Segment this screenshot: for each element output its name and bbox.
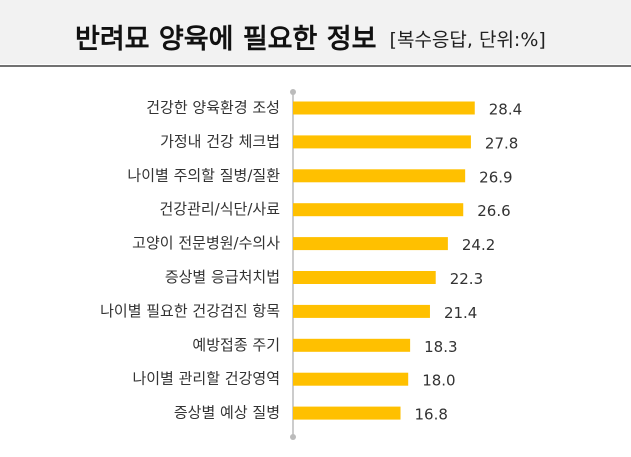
category-label: 예방접종 주기 bbox=[192, 336, 280, 354]
header-band bbox=[0, 0, 631, 64]
value-label: 21.4 bbox=[444, 304, 477, 322]
value-label: 24.2 bbox=[462, 236, 495, 254]
category-label: 건강한 양육환경 조성 bbox=[146, 99, 280, 117]
category-label: 나이별 주의할 질병/질환 bbox=[127, 166, 280, 184]
bar bbox=[293, 372, 409, 386]
category-label: 가정내 건강 체크법 bbox=[160, 132, 280, 150]
bar bbox=[293, 101, 475, 115]
axis-end bbox=[290, 434, 296, 440]
category-label: 나이별 필요한 건강검진 항목 bbox=[100, 302, 280, 320]
axis-end bbox=[290, 89, 296, 95]
chart-heading: 반려묘 양육에 필요한 정보 [복수응답, 단위:%] bbox=[75, 24, 546, 55]
value-label: 22.3 bbox=[450, 270, 483, 288]
value-label: 26.9 bbox=[479, 168, 512, 186]
bar bbox=[293, 203, 464, 217]
category-label: 증상별 예상 질병 bbox=[174, 404, 280, 422]
bar bbox=[293, 406, 401, 420]
value-label: 28.4 bbox=[489, 101, 522, 119]
bar bbox=[293, 271, 436, 284]
value-label: 18.3 bbox=[424, 338, 457, 356]
category-label: 나이별 관리할 건강영역 bbox=[132, 370, 280, 388]
bar bbox=[293, 135, 471, 149]
chart-subtitle: [복수응답, 단위:%] bbox=[390, 29, 546, 51]
bar bbox=[293, 169, 466, 183]
bar bbox=[293, 304, 430, 318]
value-label: 16.8 bbox=[415, 406, 448, 424]
chart-title: 반려묘 양육에 필요한 정보 bbox=[75, 24, 376, 55]
category-label: 건강관리/식단/사료 bbox=[159, 200, 280, 218]
value-label: 26.6 bbox=[477, 202, 510, 220]
bar bbox=[293, 338, 411, 352]
value-label: 18.0 bbox=[422, 372, 455, 390]
category-label: 고양이 전문병원/수의사 bbox=[132, 234, 280, 252]
category-label: 증상별 응급처치법 bbox=[165, 268, 280, 286]
value-label: 27.8 bbox=[485, 134, 518, 152]
bar bbox=[293, 237, 448, 251]
